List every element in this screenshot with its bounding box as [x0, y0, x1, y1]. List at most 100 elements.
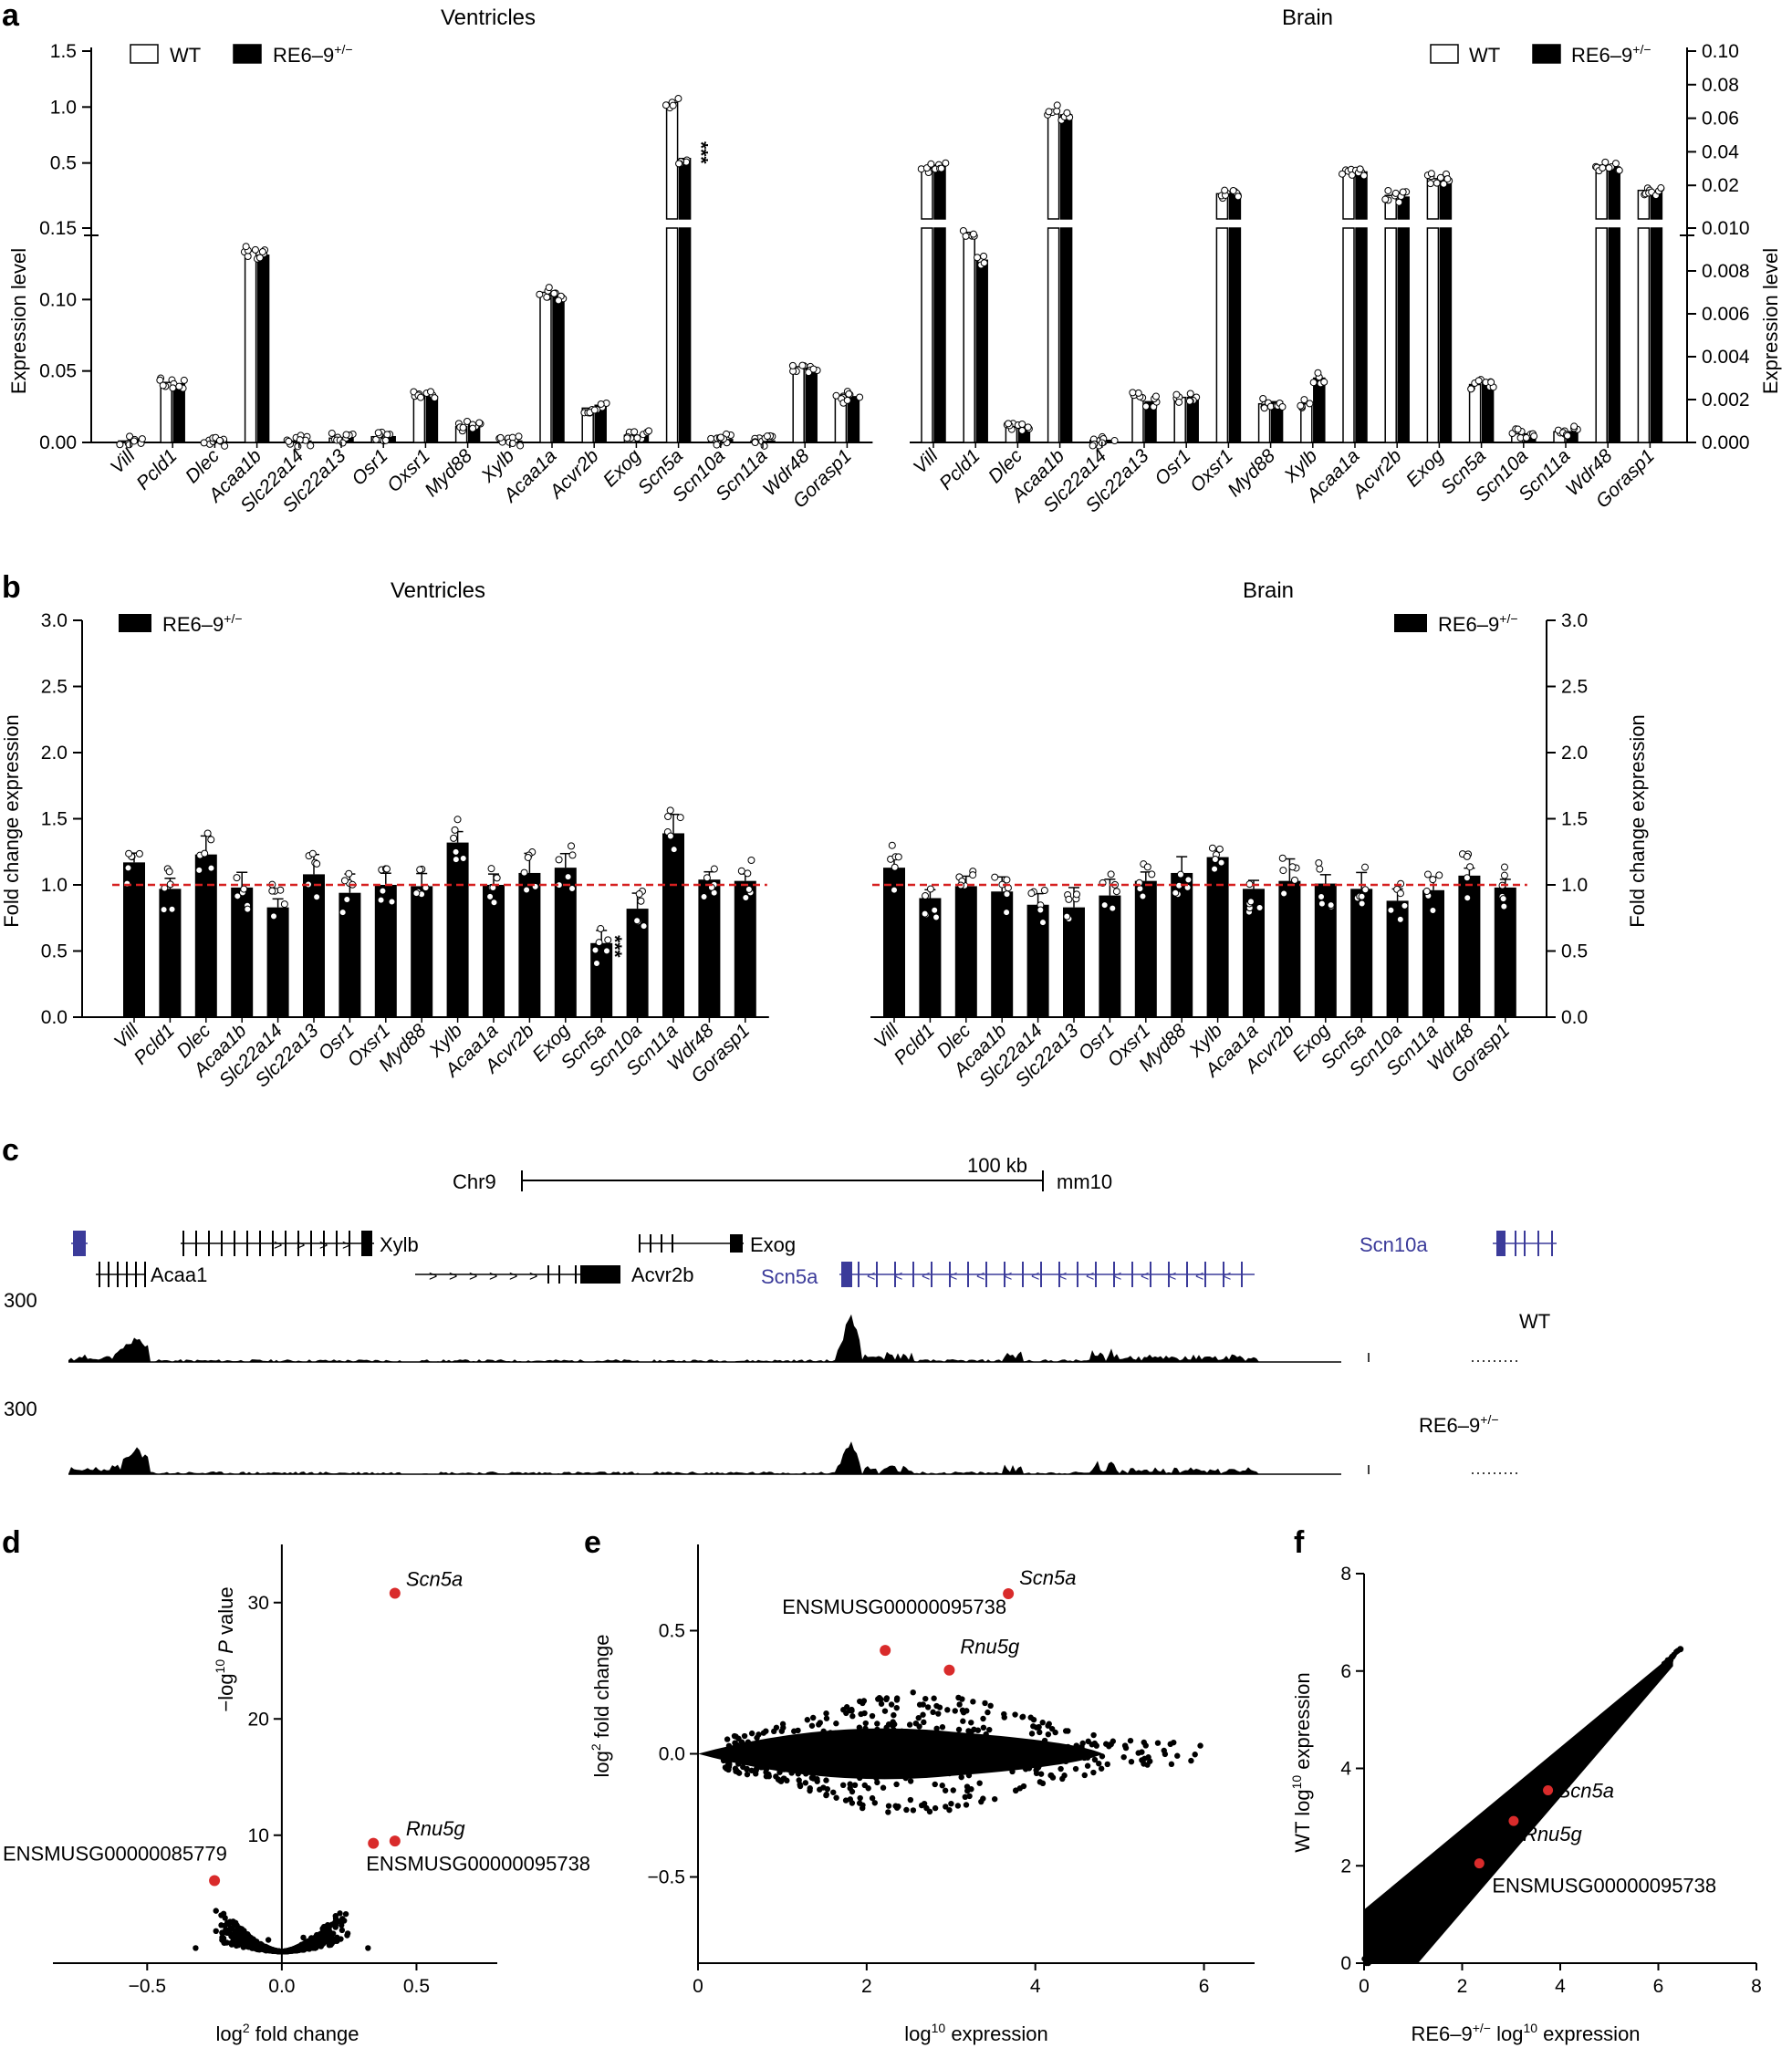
data-point — [942, 159, 950, 167]
bar — [266, 907, 289, 1017]
data-point — [294, 1947, 300, 1953]
data-point — [1500, 902, 1508, 910]
y-tick-label: 1.5 — [41, 809, 68, 830]
data-point — [748, 1767, 755, 1774]
data-point — [251, 1938, 258, 1944]
data-point — [1090, 1731, 1097, 1739]
data-point — [1466, 863, 1474, 871]
highlight-point — [1474, 1858, 1485, 1869]
data-point — [987, 1702, 994, 1710]
data-point — [469, 424, 477, 432]
data-point — [942, 1787, 949, 1793]
scn5a-exon — [1113, 1262, 1115, 1287]
data-point — [932, 1781, 938, 1788]
f-scatter-plot: 0 2 4 6 8 0 2 4 6 8 Scn5a Rnu5g ENSMUSG00000095738 — [1340, 1564, 1762, 1997]
highlight-label: Scn5a — [1558, 1780, 1614, 1803]
data-point — [1290, 876, 1298, 884]
data-point — [1615, 1707, 1622, 1714]
data-point — [221, 1939, 227, 1946]
data-point — [1552, 1773, 1558, 1781]
bar-mut — [1397, 227, 1410, 443]
data-point — [365, 1945, 371, 1951]
data-point — [1003, 876, 1011, 884]
data-point — [1356, 165, 1364, 173]
data-point — [1020, 1747, 1027, 1754]
data-point — [523, 886, 531, 894]
data-point — [716, 433, 724, 442]
data-point — [1027, 1714, 1034, 1721]
bar — [954, 886, 977, 1017]
data-point — [169, 384, 177, 392]
data-point — [1141, 1755, 1148, 1762]
gene-label-xylb: Xylb — [380, 1233, 419, 1256]
data-point — [964, 1787, 971, 1794]
data-point — [1064, 1749, 1070, 1755]
significance-mark: *** — [604, 935, 625, 958]
data-point — [1393, 1932, 1400, 1939]
data-point — [801, 1755, 807, 1762]
data-point — [1327, 901, 1335, 910]
data-point — [1400, 1927, 1406, 1933]
data-point — [827, 1731, 833, 1738]
data-point — [1514, 425, 1522, 433]
data-point — [1389, 1938, 1396, 1944]
data-point — [382, 865, 391, 873]
data-point — [640, 922, 648, 930]
bar-wt — [1468, 383, 1482, 443]
data-point — [322, 1925, 329, 1932]
data-point — [669, 101, 677, 109]
data-point — [803, 1742, 809, 1749]
bar-wt-upper — [665, 101, 679, 220]
data-point — [248, 1943, 255, 1949]
data-point — [344, 1930, 351, 1937]
y-tick-label: 2.0 — [1561, 743, 1588, 764]
bar — [1099, 895, 1121, 1017]
legend-wt-swatch — [1430, 44, 1459, 64]
data-point — [849, 1706, 855, 1713]
bar-mut — [1439, 227, 1453, 443]
data-point — [804, 1765, 810, 1772]
data-point — [635, 889, 643, 898]
scn10a-exon — [1515, 1231, 1516, 1256]
data-point — [1443, 1879, 1450, 1886]
data-point — [775, 1741, 781, 1749]
data-point — [1033, 1770, 1040, 1777]
data-point — [1089, 442, 1097, 450]
data-point — [334, 1934, 340, 1941]
data-point — [345, 869, 353, 878]
data-point — [933, 1725, 940, 1732]
data-point — [773, 1753, 780, 1761]
scn5a-exon — [1040, 1262, 1042, 1287]
data-point — [922, 1695, 929, 1702]
data-point — [893, 1781, 900, 1788]
data-point — [1054, 1755, 1060, 1762]
data-point — [899, 1728, 905, 1734]
data-point — [1001, 1710, 1007, 1718]
data-point — [1339, 170, 1347, 178]
data-point — [1073, 890, 1081, 899]
data-point — [1142, 402, 1151, 411]
data-point — [1211, 865, 1219, 873]
data-point — [226, 1918, 234, 1925]
data-point — [1602, 1717, 1610, 1724]
data-point — [1063, 912, 1071, 920]
scn5a-exon — [912, 1262, 914, 1287]
data-point — [1045, 1731, 1052, 1738]
data-point — [451, 826, 459, 834]
data-point — [1024, 423, 1032, 431]
scn5a-exon — [876, 1262, 878, 1287]
data-point — [195, 866, 203, 874]
data-point — [1306, 400, 1314, 408]
data-point — [379, 887, 387, 895]
data-point — [809, 365, 818, 373]
data-point — [165, 868, 173, 876]
data-point — [452, 856, 460, 864]
data-point — [1107, 870, 1115, 878]
highlight-point — [943, 1664, 955, 1676]
data-point — [1039, 1720, 1046, 1726]
data-point — [943, 1804, 949, 1810]
data-point — [836, 1751, 843, 1758]
data-point — [595, 939, 603, 947]
data-point — [200, 439, 208, 447]
gene-tick-label: Pcld1 — [891, 1020, 939, 1068]
